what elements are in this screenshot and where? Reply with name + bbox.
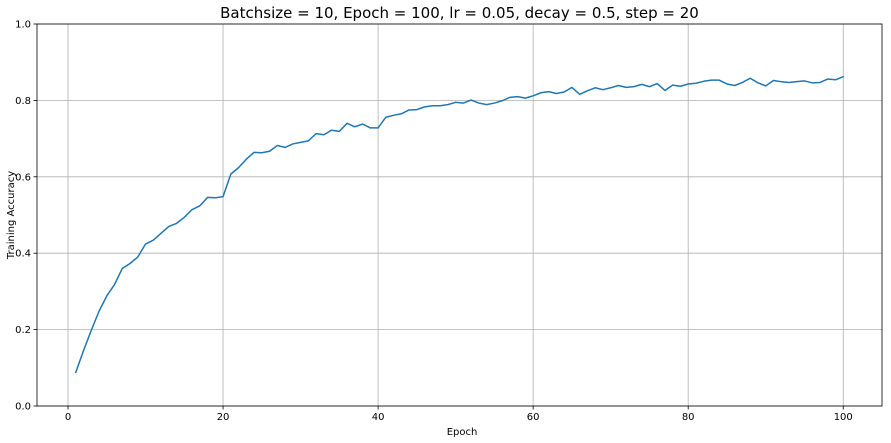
y-tick-label: 0.0 bbox=[15, 402, 31, 413]
y-axis-label: Training Accuracy bbox=[6, 171, 17, 260]
x-axis-label: Epoch bbox=[447, 427, 478, 438]
x-tick-label: 40 bbox=[372, 412, 385, 423]
axis-ticks: 0 20 40 60 80 100 0.0 0.2 0.4 0.6 0.8 1.0 bbox=[15, 20, 853, 424]
y-tick-label: 0.4 bbox=[15, 249, 31, 260]
y-tick-label: 1.0 bbox=[15, 20, 31, 31]
axes-frame bbox=[36, 23, 883, 407]
x-tick-label: 0 bbox=[65, 412, 71, 423]
x-tick-label: 100 bbox=[834, 412, 853, 423]
y-tick-label: 0.6 bbox=[15, 172, 31, 183]
y-tick-label: 0.2 bbox=[15, 325, 31, 336]
x-tick-label: 60 bbox=[527, 412, 540, 423]
y-tick-label: 0.8 bbox=[15, 96, 31, 107]
series-layer bbox=[75, 75, 844, 374]
x-tick-label: 20 bbox=[217, 412, 230, 423]
chart-title: Batchsize = 10, Epoch = 100, lr = 0.05, … bbox=[220, 4, 699, 22]
x-tick-label: 80 bbox=[682, 412, 695, 423]
series-line bbox=[75, 75, 844, 374]
